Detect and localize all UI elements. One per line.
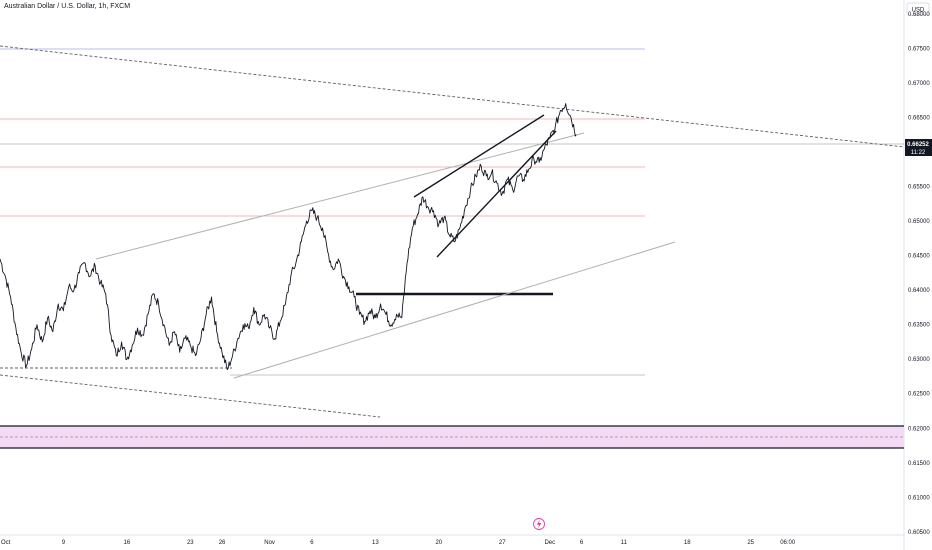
x-tick-label: 06:00 bbox=[780, 540, 796, 546]
y-tick-label: 0.65500 bbox=[908, 185, 930, 191]
x-axis: Oct 9 16 23 26 Nov 6 13 20 27 Dec 6 11 18 25 06:00 bbox=[1, 540, 796, 546]
x-tick-label: 27 bbox=[499, 540, 506, 546]
x-tick-label: 13 bbox=[372, 540, 379, 546]
x-tick-label: 26 bbox=[219, 540, 226, 546]
wedge-upper-line[interactable] bbox=[413, 114, 545, 198]
last-price-tag[interactable]: 0.66252 11:22 bbox=[905, 139, 932, 156]
x-tick-label: 6 bbox=[580, 540, 584, 546]
x-tick-label: Oct bbox=[1, 540, 11, 546]
channel-upper-line[interactable] bbox=[95, 132, 585, 260]
y-tick-label: 0.64500 bbox=[908, 254, 930, 260]
y-tick-label: 0.61500 bbox=[908, 461, 930, 467]
currency-label: USD bbox=[912, 8, 925, 14]
x-tick-label: 11 bbox=[621, 540, 628, 546]
price-series-layer[interactable] bbox=[0, 103, 577, 371]
x-tick-label: 16 bbox=[124, 540, 131, 546]
x-tick-label: 9 bbox=[62, 540, 66, 546]
y-tick-label: 0.63000 bbox=[908, 357, 930, 363]
y-tick-label: 0.64000 bbox=[908, 288, 930, 294]
countdown-value: 11:22 bbox=[911, 150, 926, 156]
y-tick-label: 0.67000 bbox=[908, 81, 930, 87]
y-tick-label: 0.65000 bbox=[908, 219, 930, 225]
y-tick-label: 0.61000 bbox=[908, 495, 930, 501]
lightning-logo-icon[interactable] bbox=[533, 518, 545, 530]
chart-title: Australian Dollar / U.S. Dollar, 1h, FXC… bbox=[4, 3, 131, 10]
channel-lower-line[interactable] bbox=[233, 241, 676, 379]
y-tick-label: 0.62500 bbox=[908, 392, 930, 398]
y-tick-label: 0.62000 bbox=[908, 426, 930, 432]
y-tick-label: 0.66500 bbox=[908, 115, 930, 121]
price-scale-panel[interactable] bbox=[904, 0, 932, 550]
x-tick-label: 6 bbox=[310, 540, 314, 546]
price-series-line[interactable] bbox=[0, 103, 577, 371]
x-tick-label: 25 bbox=[747, 540, 754, 546]
y-tick-label: 0.67500 bbox=[908, 46, 930, 52]
wedge-lower-line[interactable] bbox=[436, 130, 557, 258]
x-tick-label: 20 bbox=[435, 540, 442, 546]
x-tick-label: 18 bbox=[684, 540, 691, 546]
x-tick-label: Dec bbox=[544, 540, 555, 546]
y-tick-label: 0.68000 bbox=[908, 12, 930, 18]
long-dashed-trendline[interactable] bbox=[0, 45, 905, 148]
currency-box[interactable]: USD bbox=[906, 2, 930, 16]
last-price-value: 0.66252 bbox=[907, 142, 929, 148]
x-tick-label: 23 bbox=[187, 540, 194, 546]
x-tick-label: Nov bbox=[264, 540, 275, 546]
y-tick-label: 0.63500 bbox=[908, 323, 930, 329]
dashed-lower-trendline[interactable] bbox=[0, 374, 381, 418]
y-tick-label: 0.60500 bbox=[908, 530, 930, 536]
